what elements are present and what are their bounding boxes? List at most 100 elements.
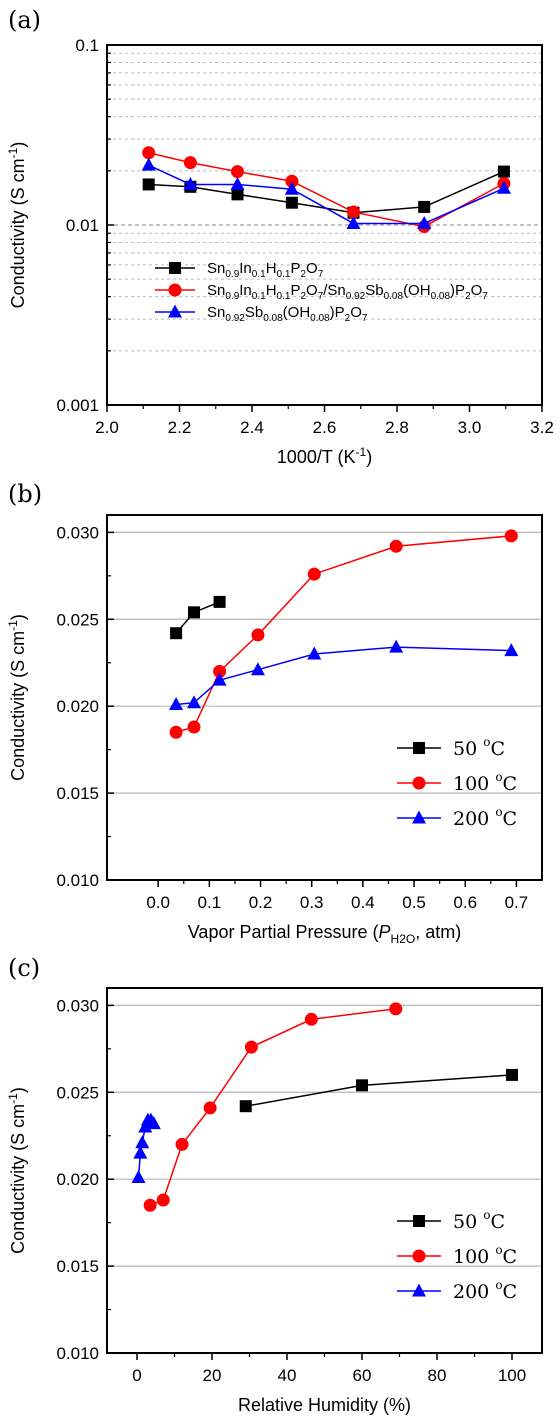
legend-entry: 200 oC (453, 1278, 517, 1303)
data-point (250, 662, 265, 676)
x-tick-label: 2.8 (385, 418, 409, 437)
data-point (389, 539, 403, 553)
series-0 (142, 165, 510, 219)
legend-marker (412, 776, 426, 790)
x-tick-label: 100 (498, 1366, 526, 1385)
legend-marker (412, 1249, 426, 1263)
data-point (504, 529, 518, 543)
data-point (143, 1198, 157, 1212)
data-point (142, 146, 156, 160)
data-point (213, 595, 226, 608)
y-tick-label: 0.010 (56, 1344, 99, 1363)
data-point (285, 196, 298, 209)
series-1 (169, 529, 518, 739)
legend-entry: 50 oC (453, 735, 505, 760)
chart-panel-0: (a) 0.001 0.01 0.1 2.0 2.2 2.4 2.6 2.8 3.0 3.2 Cond… (6, 6, 554, 467)
data-point (183, 176, 198, 190)
series-line (148, 170, 505, 214)
data-point (496, 180, 511, 194)
series-0 (239, 1068, 518, 1113)
x-tick-label: 0.1 (198, 893, 222, 912)
legend-marker (168, 304, 182, 318)
data-point (133, 1145, 148, 1159)
y-tick-label: 0.020 (56, 697, 99, 716)
data-point (187, 695, 201, 709)
data-point (497, 165, 510, 178)
data-point (285, 174, 299, 188)
data-point (156, 1193, 170, 1207)
series-line (176, 646, 512, 706)
legend-marker (412, 810, 426, 824)
series-2 (141, 157, 511, 229)
data-point (138, 1119, 153, 1133)
y-tick-label: 0.030 (56, 996, 99, 1015)
y-tick-label: 0.020 (56, 1170, 99, 1189)
data-point (142, 178, 155, 191)
plot-frame (106, 514, 543, 881)
data-point (418, 200, 431, 213)
data-point (230, 176, 245, 190)
legend-marker (413, 1215, 425, 1227)
data-point (239, 1100, 252, 1113)
y-tick-label: 0.025 (56, 1083, 99, 1102)
data-point (131, 1169, 146, 1183)
legend-entry: 100 oC (453, 1243, 517, 1268)
data-point (141, 157, 156, 171)
data-point (417, 215, 432, 229)
panel-label: (c) (8, 954, 40, 982)
data-point (203, 1101, 217, 1115)
series-0 (170, 595, 226, 640)
x-tick-label: 0.6 (453, 893, 477, 912)
y-tick-label: 0.015 (56, 1257, 99, 1276)
y-tick-label: 0.025 (56, 610, 99, 629)
legend-entry: Sn0.9In0.1H0.1P2O7/Sn0.92Sb0.08(OH0.08)P… (207, 282, 488, 302)
legend-entry: 50 oC (453, 1208, 505, 1233)
y-axis-label: Conductivity (S cm-1) (6, 614, 28, 781)
data-point (284, 181, 299, 195)
panel-label: (b) (8, 480, 42, 508)
x-tick-label: 0.3 (300, 893, 324, 912)
data-point (169, 725, 183, 739)
data-point (213, 664, 227, 678)
x-tick-label: 0 (132, 1366, 141, 1385)
data-point (212, 672, 227, 686)
data-point (169, 696, 184, 710)
y-tick-label: 0.1 (75, 36, 99, 55)
series-2 (169, 639, 519, 710)
x-tick-label: 80 (428, 1366, 447, 1385)
x-axis-label: 1000/T (K-1) (277, 445, 372, 467)
x-tick-label: 0.7 (505, 893, 529, 912)
data-point (251, 628, 265, 642)
legend-entry: 200 oC (453, 805, 517, 830)
y-tick-label: 0.010 (56, 871, 99, 890)
series-line (148, 164, 505, 225)
x-tick-label: 3.2 (530, 418, 554, 437)
data-point (347, 205, 360, 219)
x-axis-label: Vapor Partial Pressure (PH2O, atm) (188, 922, 461, 946)
data-point (244, 1040, 258, 1054)
x-tick-label: 0.2 (249, 893, 273, 912)
series-line (245, 1074, 513, 1107)
x-tick-label: 3.0 (458, 418, 482, 437)
data-point (389, 1002, 403, 1016)
legend-entry: Sn0.92Sb0.08(OH0.08)P2O7 (207, 304, 368, 324)
legend-entry: Sn0.9In0.1H0.1P2O7 (207, 260, 324, 280)
data-point (146, 1116, 161, 1130)
series-1 (143, 1002, 403, 1212)
x-tick-label: 0.4 (351, 893, 375, 912)
chart-panel-1: (b) 0.010 0.015 0.020 0.025 0.030 0.0 0.1 0.2 0.3… (6, 480, 543, 946)
data-point (506, 1068, 518, 1081)
data-point (231, 188, 244, 201)
data-point (389, 639, 404, 653)
y-axis-label: Conductivity (S cm-1) (6, 1087, 28, 1254)
x-tick-label: 2.4 (240, 418, 264, 437)
y-tick-label: 0.030 (56, 523, 99, 542)
y-axis-label: Conductivity (S cm-1) (6, 142, 28, 309)
series-line (175, 535, 512, 733)
data-point (175, 1137, 189, 1151)
x-tick-label: 2.2 (168, 418, 192, 437)
series-1 (142, 146, 511, 234)
data-point (304, 1012, 318, 1026)
legend: 50 oC 100 oC 200 oC (397, 1208, 517, 1303)
